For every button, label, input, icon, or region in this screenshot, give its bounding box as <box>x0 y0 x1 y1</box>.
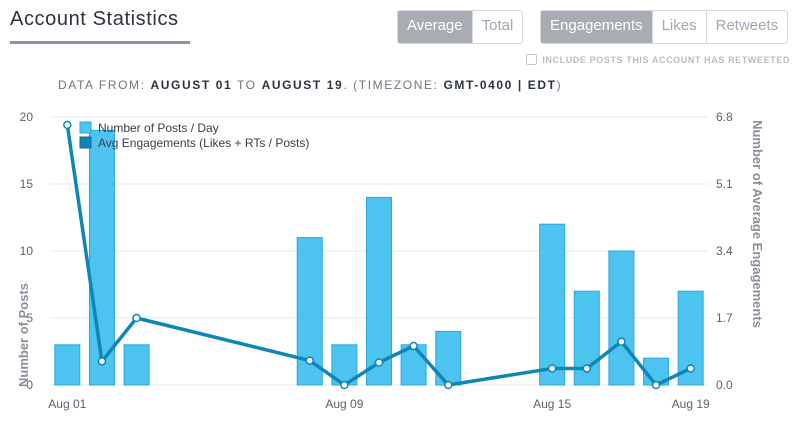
y-left-tick-label: 15 <box>20 177 34 191</box>
legend-label-posts: Number of Posts / Day <box>98 121 219 135</box>
engagement-point <box>409 341 418 351</box>
posts-bar <box>88 129 115 386</box>
y-right-tick-label: 6.8 <box>716 110 733 124</box>
date-range-end: AUGUST 19 <box>261 78 344 92</box>
include-retweets-label: INCLUDE POSTS THIS ACCOUNT HAS RETWEETED <box>542 54 790 65</box>
axes: 0 5 10 15 20 0.0 1.7 3.4 5.1 6.8 Aug 01 Aug 09 Aug 1… <box>20 110 733 411</box>
posts-bar <box>608 250 635 386</box>
include-retweets-option[interactable]: INCLUDE POSTS THIS ACCOUNT HAS RETWEETED <box>526 54 790 65</box>
include-retweets-checkbox[interactable] <box>526 54 538 65</box>
legend-swatch-posts <box>79 121 92 134</box>
engagement-point <box>305 356 314 365</box>
engagement-point <box>340 380 349 390</box>
x-tick-label: Aug 09 <box>325 397 363 411</box>
timezone-suffix: ) <box>556 78 563 92</box>
posts-bar <box>366 196 392 386</box>
y-right-tick-label: 0.0 <box>716 378 733 392</box>
y-left-tick-label: 0 <box>26 378 33 392</box>
legend-swatch-engagements <box>79 136 92 149</box>
posts-bar <box>123 344 150 386</box>
posts-bar <box>539 223 566 386</box>
y-right-axis-title: Number of Average Engagements <box>750 120 765 328</box>
engagement-point <box>97 357 107 366</box>
engagement-point <box>617 337 626 346</box>
date-range-text: DATA FROM: AUGUST 01 TO AUGUST 19. (TIME… <box>58 78 562 92</box>
engagements-button[interactable]: Engagements <box>541 11 652 43</box>
date-range-prefix: DATA FROM: <box>58 78 146 92</box>
engagement-point <box>582 364 592 373</box>
y-right-tick-label: 5.1 <box>716 177 733 191</box>
engagement-point <box>444 380 453 390</box>
x-tick-label: Aug 15 <box>533 397 571 411</box>
timezone-value: GMT-0400 | EDT <box>443 78 557 92</box>
engagement-line <box>63 120 695 390</box>
engagement-point <box>686 364 695 373</box>
x-tick-label: Aug 19 <box>672 397 710 411</box>
engagement-point <box>547 364 557 373</box>
y-left-tick-label: 20 <box>20 110 34 124</box>
type-toggle-group: Engagements Likes Retweets <box>540 10 789 44</box>
y-left-tick-label: 10 <box>20 244 34 258</box>
y-right-tick-label: 3.4 <box>716 244 733 258</box>
likes-button[interactable]: Likes <box>651 11 706 43</box>
metric-toggle-group: Average Total <box>397 10 524 44</box>
engagement-point <box>132 313 141 323</box>
total-button[interactable]: Total <box>471 11 523 43</box>
engagement-point <box>651 380 661 390</box>
date-range-start: AUGUST 01 <box>150 78 233 92</box>
y-left-axis-title: Number of Posts <box>16 283 31 387</box>
retweets-button[interactable]: Retweets <box>705 11 788 43</box>
engagement-point <box>63 120 72 130</box>
engagement-point <box>374 358 384 367</box>
average-button[interactable]: Average <box>398 11 472 43</box>
y-left-tick-label: 5 <box>26 311 33 325</box>
chart-legend: Number of Posts / Day Avg Engagements (L… <box>79 121 309 150</box>
date-range-to: TO <box>236 78 257 92</box>
posts-bars <box>54 129 704 386</box>
timezone-prefix: . (TIMEZONE: <box>343 78 439 92</box>
x-tick-label: Aug 01 <box>48 397 86 411</box>
legend-label-engagements: Avg Engagements (Likes + RTs / Posts) <box>98 136 309 150</box>
title-underline <box>10 41 190 44</box>
page-title: Account Statistics <box>10 8 179 30</box>
y-right-tick-label: 1.7 <box>716 311 733 325</box>
posts-bar <box>54 344 81 386</box>
